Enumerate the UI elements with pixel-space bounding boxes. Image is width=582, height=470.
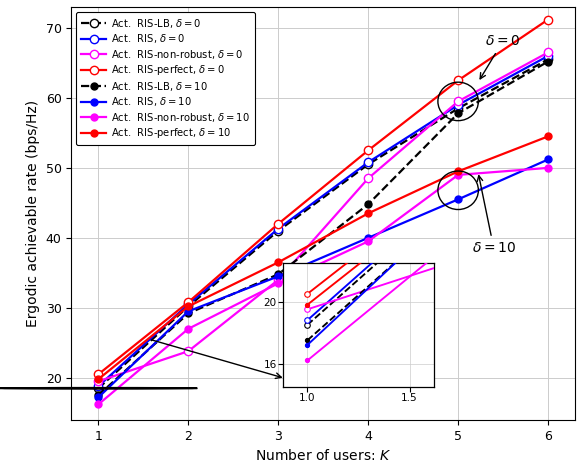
- Act.  RIS-perfect, $\delta = 10$: [95, 376, 102, 382]
- Act.  RIS, $\delta = 10$: [275, 274, 282, 279]
- Line: Act.  RIS-LB, $\delta = 10$: Act. RIS-LB, $\delta = 10$: [95, 58, 552, 399]
- Line: Act.  RIS-LB, $\delta = 0$: Act. RIS-LB, $\delta = 0$: [94, 55, 552, 392]
- Act.  RIS-non-robust, $\delta = 10$: [545, 165, 552, 171]
- Line: Act.  RIS-non-robust, $\delta = 0$: Act. RIS-non-robust, $\delta = 0$: [94, 48, 552, 385]
- Act.  RIS-LB, $\delta = 0$: [365, 162, 372, 167]
- Act.  RIS, $\delta = 10$: [95, 395, 102, 400]
- Legend: Act.  RIS-LB, $\delta = 0$, Act.  RIS, $\delta = 0$, Act.  RIS-non-robust, $\del: Act. RIS-LB, $\delta = 0$, Act. RIS, $\d…: [76, 12, 255, 145]
- Act.  RIS, $\delta = 10$: [365, 235, 372, 241]
- Act.  RIS, $\delta = 10$: [545, 157, 552, 162]
- Act.  RIS-LB, $\delta = 10$: [455, 110, 462, 116]
- Line: Act.  RIS-perfect, $\delta = 0$: Act. RIS-perfect, $\delta = 0$: [94, 16, 552, 378]
- Act.  RIS, $\delta = 0$: [275, 226, 282, 232]
- Act.  RIS-perfect, $\delta = 0$: [455, 78, 462, 83]
- Act.  RIS-perfect, $\delta = 0$: [545, 17, 552, 23]
- Act.  RIS, $\delta = 0$: [365, 159, 372, 165]
- Act.  RIS-perfect, $\delta = 10$: [275, 259, 282, 265]
- Act.  RIS-non-robust, $\delta = 0$: [185, 348, 192, 354]
- Line: Act.  RIS, $\delta = 10$: Act. RIS, $\delta = 10$: [95, 156, 552, 401]
- Act.  RIS, $\delta = 0$: [95, 384, 102, 389]
- Act.  RIS-LB, $\delta = 0$: [95, 385, 102, 391]
- Act.  RIS-non-robust, $\delta = 0$: [455, 99, 462, 104]
- Act.  RIS, $\delta = 10$: [185, 308, 192, 314]
- Act.  RIS-LB, $\delta = 10$: [365, 202, 372, 207]
- Y-axis label: Ergodic achievable rate (bps/Hz): Ergodic achievable rate (bps/Hz): [26, 100, 40, 327]
- Act.  RIS-perfect, $\delta = 0$: [365, 148, 372, 153]
- Act.  RIS, $\delta = 0$: [185, 301, 192, 307]
- Act.  RIS-perfect, $\delta = 10$: [365, 211, 372, 216]
- Act.  RIS-perfect, $\delta = 10$: [545, 133, 552, 139]
- Act.  RIS-non-robust, $\delta = 10$: [95, 401, 102, 407]
- Line: Act.  RIS, $\delta = 0$: Act. RIS, $\delta = 0$: [94, 52, 552, 391]
- Act.  RIS-LB, $\delta = 0$: [275, 228, 282, 234]
- Act.  RIS-LB, $\delta = 10$: [275, 271, 282, 277]
- Act.  RIS-perfect, $\delta = 0$: [185, 299, 192, 305]
- Act.  RIS-non-robust, $\delta = 0$: [275, 277, 282, 282]
- X-axis label: Number of users: $K$: Number of users: $K$: [255, 448, 392, 463]
- Act.  RIS-LB, $\delta = 0$: [185, 304, 192, 309]
- Text: $\delta=10$: $\delta=10$: [471, 176, 516, 255]
- Act.  RIS-non-robust, $\delta = 10$: [365, 239, 372, 244]
- Act.  RIS-perfect, $\delta = 10$: [455, 169, 462, 174]
- Act.  RIS-non-robust, $\delta = 10$: [455, 172, 462, 178]
- Act.  RIS-non-robust, $\delta = 0$: [95, 378, 102, 384]
- Act.  RIS, $\delta = 0$: [455, 102, 462, 108]
- Act.  RIS, $\delta = 0$: [545, 53, 552, 59]
- Act.  RIS-non-robust, $\delta = 10$: [275, 281, 282, 286]
- Act.  RIS-non-robust, $\delta = 10$: [185, 326, 192, 332]
- Act.  RIS-perfect, $\delta = 10$: [185, 304, 192, 309]
- Act.  RIS-perfect, $\delta = 0$: [275, 221, 282, 227]
- Act.  RIS-LB, $\delta = 0$: [545, 56, 552, 62]
- Act.  RIS-non-robust, $\delta = 0$: [545, 50, 552, 55]
- Act.  RIS-LB, $\delta = 0$: [455, 106, 462, 111]
- Act.  RIS-LB, $\delta = 10$: [95, 392, 102, 398]
- Act.  RIS-LB, $\delta = 10$: [545, 59, 552, 64]
- Line: Act.  RIS-perfect, $\delta = 10$: Act. RIS-perfect, $\delta = 10$: [95, 133, 552, 383]
- Act.  RIS-LB, $\delta = 10$: [185, 311, 192, 316]
- Line: Act.  RIS-non-robust, $\delta = 10$: Act. RIS-non-robust, $\delta = 10$: [95, 164, 552, 408]
- Act.  RIS, $\delta = 10$: [455, 196, 462, 202]
- Text: $\delta=0$: $\delta=0$: [480, 34, 520, 79]
- Act.  RIS-perfect, $\delta = 0$: [95, 371, 102, 377]
- Act.  RIS-non-robust, $\delta = 0$: [365, 176, 372, 181]
